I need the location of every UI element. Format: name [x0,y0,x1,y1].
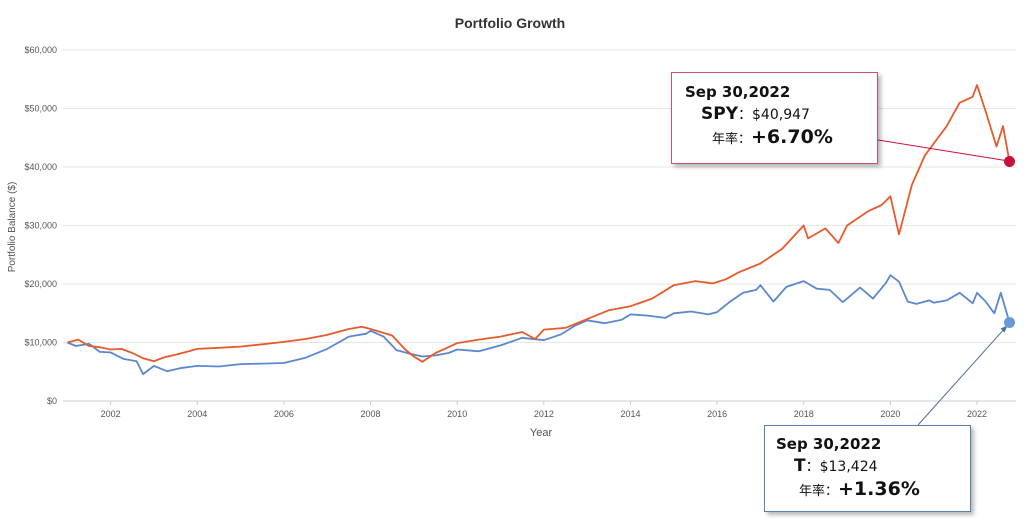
spy-callout-date: Sep 30,2022 [685,83,791,101]
x-tick-label: 2008 [361,409,381,419]
y-tick-label: $60,000 [24,45,57,55]
t-end-marker [1004,316,1016,328]
x-tick-label: 2022 [967,409,987,419]
y-tick-label: $0 [47,396,57,406]
series-line-t [66,274,1011,375]
y-axis-label: Portfolio Balance ($) [7,182,18,273]
gridlines [63,49,1016,402]
spy-callout-value-line: SPY：$40,947 [701,104,877,124]
t-callout-sep: ： [805,459,820,475]
x-tick-label: 2014 [620,409,640,419]
x-tick-label: 2020 [880,409,900,419]
t-callout-rate: +1.36% [838,478,920,500]
pointer-arrowhead [1000,325,1008,333]
t-callout: Sep 30,2022 T：$13,424 年率：+1.36% [764,425,971,512]
t-callout-date: Sep 30,2022 [776,435,882,453]
spy-callout-sep: ： [738,107,753,123]
y-tick-label: $30,000 [24,221,57,231]
x-axis-ticks: 2002 2004 2006 2008 2010 2012 2014 2016 2018 2020… [101,401,987,419]
y-tick-label: $20,000 [24,279,57,289]
t-callout-ticker: T [794,456,806,476]
end-markers [1004,155,1016,328]
t-callout-rate-label: 年率： [799,484,839,499]
spy-end-marker [1004,155,1016,167]
x-tick-label: 2004 [187,409,207,419]
x-tick-label: 2010 [447,409,467,419]
y-axis-ticks: $0 $10,000 $20,000 $30,000 $40,000 $50,000 $60… [24,45,57,406]
spy-callout-ticker: SPY [701,104,739,124]
x-tick-label: 2018 [794,409,814,419]
t-callout-rate-line: 年率：+1.36% [799,478,970,500]
spy-callout-rate-line: 年率：+6.70% [712,126,877,148]
t-callout-value-line: T：$13,424 [794,456,970,476]
series-lines [66,84,1011,375]
x-tick-label: 2006 [274,409,294,419]
spy-pointer-line [877,139,1006,161]
spy-callout-rate: +6.70% [751,126,833,148]
y-tick-label: $10,000 [24,338,57,348]
x-axis-label: Year [530,427,553,439]
spy-callout-rate-label: 年率： [712,132,752,147]
spy-callout: Sep 30,2022 SPY：$40,947 年率：+6.70% [671,72,878,164]
spy-callout-value: $40,947 [752,107,810,123]
t-callout-value: $13,424 [819,459,878,475]
pointer-line [917,326,1007,426]
x-tick-label: 2012 [534,409,554,419]
x-tick-label: 2002 [101,409,121,419]
series-line-spy [67,84,1011,363]
x-tick-label: 2016 [707,409,727,419]
chart-title: Portfolio Growth [455,15,565,31]
y-tick-label: $40,000 [24,162,57,172]
y-tick-label: $50,000 [24,104,57,114]
callout-pointers [877,139,1008,426]
